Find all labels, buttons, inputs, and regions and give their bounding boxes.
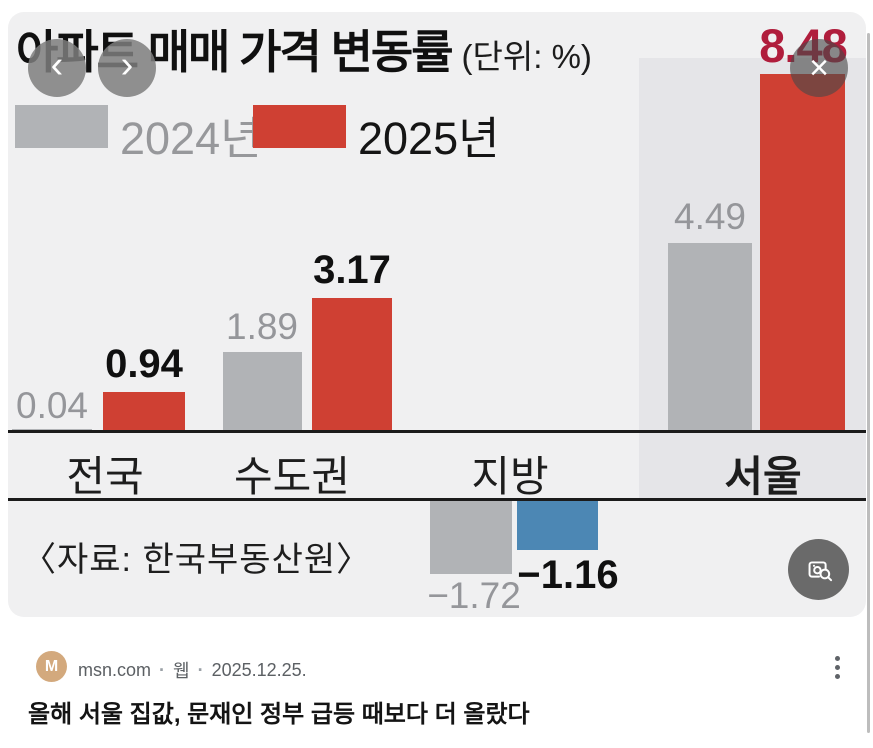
chart-title: 아파트 매매 가격 변동률 (단위: %) xyxy=(16,26,592,78)
value-2024-sudogwon: 1.89 xyxy=(225,306,299,347)
result-date: 2025.12.25. xyxy=(211,659,307,680)
bar-2024-seoul xyxy=(668,243,752,432)
value-2025-sudogwon: 3.17 xyxy=(313,248,391,292)
separator-dot: · xyxy=(197,659,204,680)
chart-image[interactable]: 아파트 매매 가격 변동률 (단위: %) 2024년 2025년 전국 수도권 … xyxy=(8,12,866,617)
negative-plot-area xyxy=(8,501,866,617)
chart-unit-label: (단위: %) xyxy=(461,38,592,75)
bar-2024-sudogwon xyxy=(223,352,302,432)
value-2024-jeonguk: 0.04 xyxy=(15,385,89,426)
more-options-button[interactable] xyxy=(827,650,847,684)
value-2024-jibang: −1.72 xyxy=(427,575,521,616)
result-meta-line: msn.com · 웹 · 2025.12.25. xyxy=(78,657,307,683)
category-label-sudogwon: 수도권 xyxy=(234,453,350,500)
result-type: 웹 xyxy=(173,661,190,681)
plot-area xyxy=(8,12,866,432)
legend-swatch-2024 xyxy=(15,105,108,148)
legend-label-2025: 2025년 xyxy=(358,113,500,164)
legend-swatch-2025 xyxy=(253,105,346,148)
value-2025-jibang: −1.16 xyxy=(517,553,619,597)
chevron-left-icon: ‹ xyxy=(50,44,64,86)
bar-2025-sudogwon xyxy=(312,298,392,432)
value-2025-jeonguk: 0.94 xyxy=(105,342,183,386)
bar-2024-jibang xyxy=(430,501,512,574)
chevron-right-icon: › xyxy=(120,44,134,86)
chart-source: 〈자료: 한국부동산원〉 xyxy=(22,541,372,579)
avatar-letter: M xyxy=(44,657,59,675)
legend-label-2024: 2024년 xyxy=(120,113,262,164)
result-domain: msn.com xyxy=(78,659,152,680)
close-icon: × xyxy=(809,48,829,87)
previous-image-button[interactable]: ‹ xyxy=(28,39,86,97)
bar-2025-jibang xyxy=(517,501,598,550)
kebab-dot xyxy=(834,655,840,661)
kebab-dot xyxy=(834,664,840,670)
separator-dot: · xyxy=(159,659,166,680)
scrollbar[interactable] xyxy=(867,33,870,733)
bar-2025-jeonguk xyxy=(103,392,185,432)
baseline-axis xyxy=(8,430,866,433)
bar-2025-seoul xyxy=(760,74,845,432)
lower-axis xyxy=(8,498,866,501)
next-image-button[interactable]: › xyxy=(98,39,156,97)
category-label-seoul: 서울 xyxy=(724,453,802,500)
value-2024-seoul: 4.49 xyxy=(673,196,747,237)
close-button[interactable]: × xyxy=(790,39,848,97)
category-label-jeonguk: 전국 xyxy=(66,453,144,500)
camera-search-icon xyxy=(802,553,836,587)
category-label-jibang: 지방 xyxy=(471,453,549,500)
kebab-dot xyxy=(834,673,840,679)
visual-search-button[interactable] xyxy=(788,539,849,600)
result-headline[interactable]: 올해 서울 집값, 문재인 정부 급등 때보다 더 올랐다 xyxy=(28,701,530,728)
site-avatar: M xyxy=(36,651,67,682)
